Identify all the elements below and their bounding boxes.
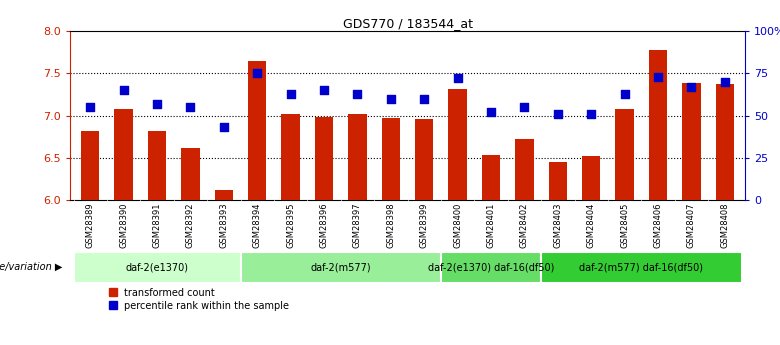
Bar (716, 84, 734, 200)
Bar (315, 117, 333, 200)
Point (652, 74, 665, 79)
Text: GSM28404: GSM28404 (587, 203, 596, 248)
Text: GSM28400: GSM28400 (453, 203, 463, 248)
Point (351, 91, 363, 96)
Text: genotype/variation ▶: genotype/variation ▶ (0, 263, 62, 272)
Point (151, 101, 163, 107)
Point (184, 104, 197, 110)
Bar (541, 252, 742, 283)
Text: GSM28397: GSM28397 (353, 203, 362, 248)
Bar (240, 252, 441, 283)
Legend: transformed count, percentile rank within the sample: transformed count, percentile rank withi… (108, 288, 289, 311)
Bar (348, 114, 367, 200)
Point (118, 87, 130, 93)
Title: GDS770 / 183544_at: GDS770 / 183544_at (342, 17, 473, 30)
Text: GSM28396: GSM28396 (320, 203, 328, 248)
Point (518, 104, 530, 110)
Bar (615, 109, 634, 200)
Bar (248, 61, 267, 200)
Bar (682, 83, 700, 200)
Text: GSM28408: GSM28408 (721, 203, 729, 248)
Text: GSM28398: GSM28398 (386, 203, 395, 248)
Point (317, 87, 330, 93)
Text: GSM28401: GSM28401 (487, 203, 495, 248)
Text: daf-2(m577): daf-2(m577) (310, 263, 371, 272)
Text: GSM28405: GSM28405 (620, 203, 629, 248)
Bar (582, 156, 601, 200)
Text: GSM28394: GSM28394 (253, 203, 262, 248)
Bar (215, 190, 233, 200)
Bar (548, 162, 567, 200)
Bar (649, 50, 667, 200)
Point (485, 109, 498, 115)
Point (685, 84, 697, 90)
Point (251, 71, 264, 76)
Point (619, 91, 631, 96)
Text: GSM28407: GSM28407 (687, 203, 696, 248)
Point (452, 76, 464, 81)
Bar (381, 118, 400, 200)
Text: GSM28389: GSM28389 (86, 203, 94, 248)
Text: daf-2(e1370) daf-16(df50): daf-2(e1370) daf-16(df50) (428, 263, 555, 272)
Bar (516, 139, 534, 200)
Text: GSM28406: GSM28406 (654, 203, 662, 248)
Bar (73, 252, 240, 283)
Text: daf-2(e1370): daf-2(e1370) (126, 263, 189, 272)
Text: GSM28393: GSM28393 (219, 203, 229, 248)
Bar (81, 131, 99, 200)
Point (84, 104, 97, 110)
Point (285, 91, 297, 96)
Text: GSM28390: GSM28390 (119, 203, 128, 248)
Bar (148, 131, 166, 200)
Bar (482, 155, 500, 200)
Text: GSM28399: GSM28399 (420, 203, 429, 248)
Text: daf-2(m577) daf-16(df50): daf-2(m577) daf-16(df50) (580, 263, 704, 272)
Text: GSM28391: GSM28391 (153, 203, 161, 248)
Bar (448, 89, 467, 200)
Text: GSM28392: GSM28392 (186, 203, 195, 248)
Bar (415, 119, 434, 200)
Point (551, 111, 564, 117)
Point (218, 125, 230, 130)
Text: GSM28403: GSM28403 (553, 203, 562, 248)
Bar (181, 148, 200, 200)
Point (385, 96, 397, 101)
Point (718, 79, 731, 85)
Point (585, 111, 597, 117)
Point (418, 96, 431, 101)
Bar (282, 114, 300, 200)
Text: GSM28402: GSM28402 (520, 203, 529, 248)
Text: GSM28395: GSM28395 (286, 203, 295, 248)
Bar (115, 109, 133, 200)
Bar (441, 252, 541, 283)
